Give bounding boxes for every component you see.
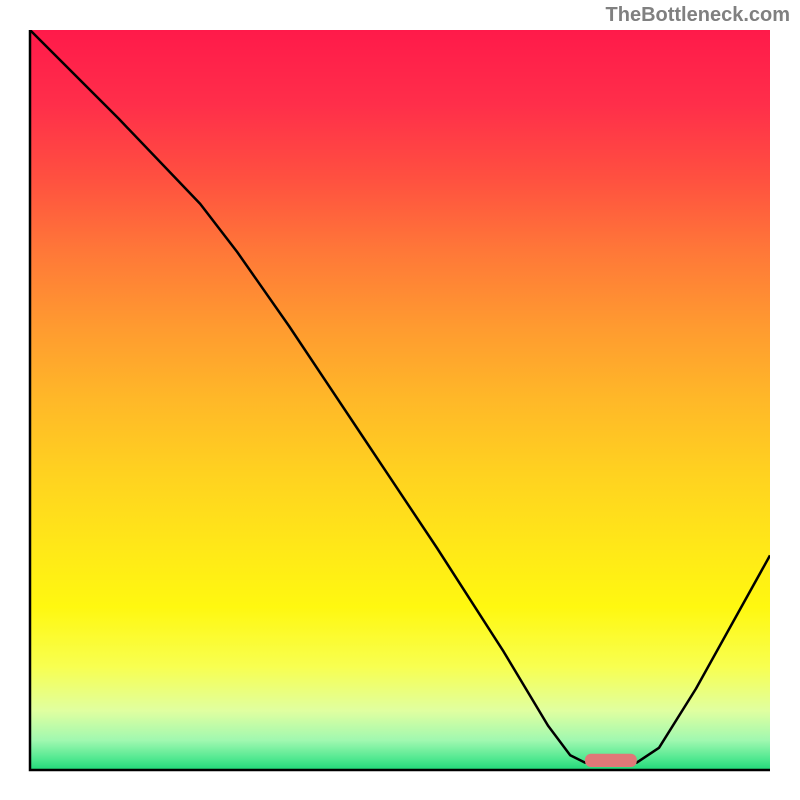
optimal-marker	[585, 754, 637, 767]
chart-container: TheBottleneck.com	[0, 0, 800, 800]
plot-area	[30, 30, 770, 770]
watermark-text: TheBottleneck.com	[606, 4, 790, 27]
bottleneck-chart	[0, 0, 800, 800]
